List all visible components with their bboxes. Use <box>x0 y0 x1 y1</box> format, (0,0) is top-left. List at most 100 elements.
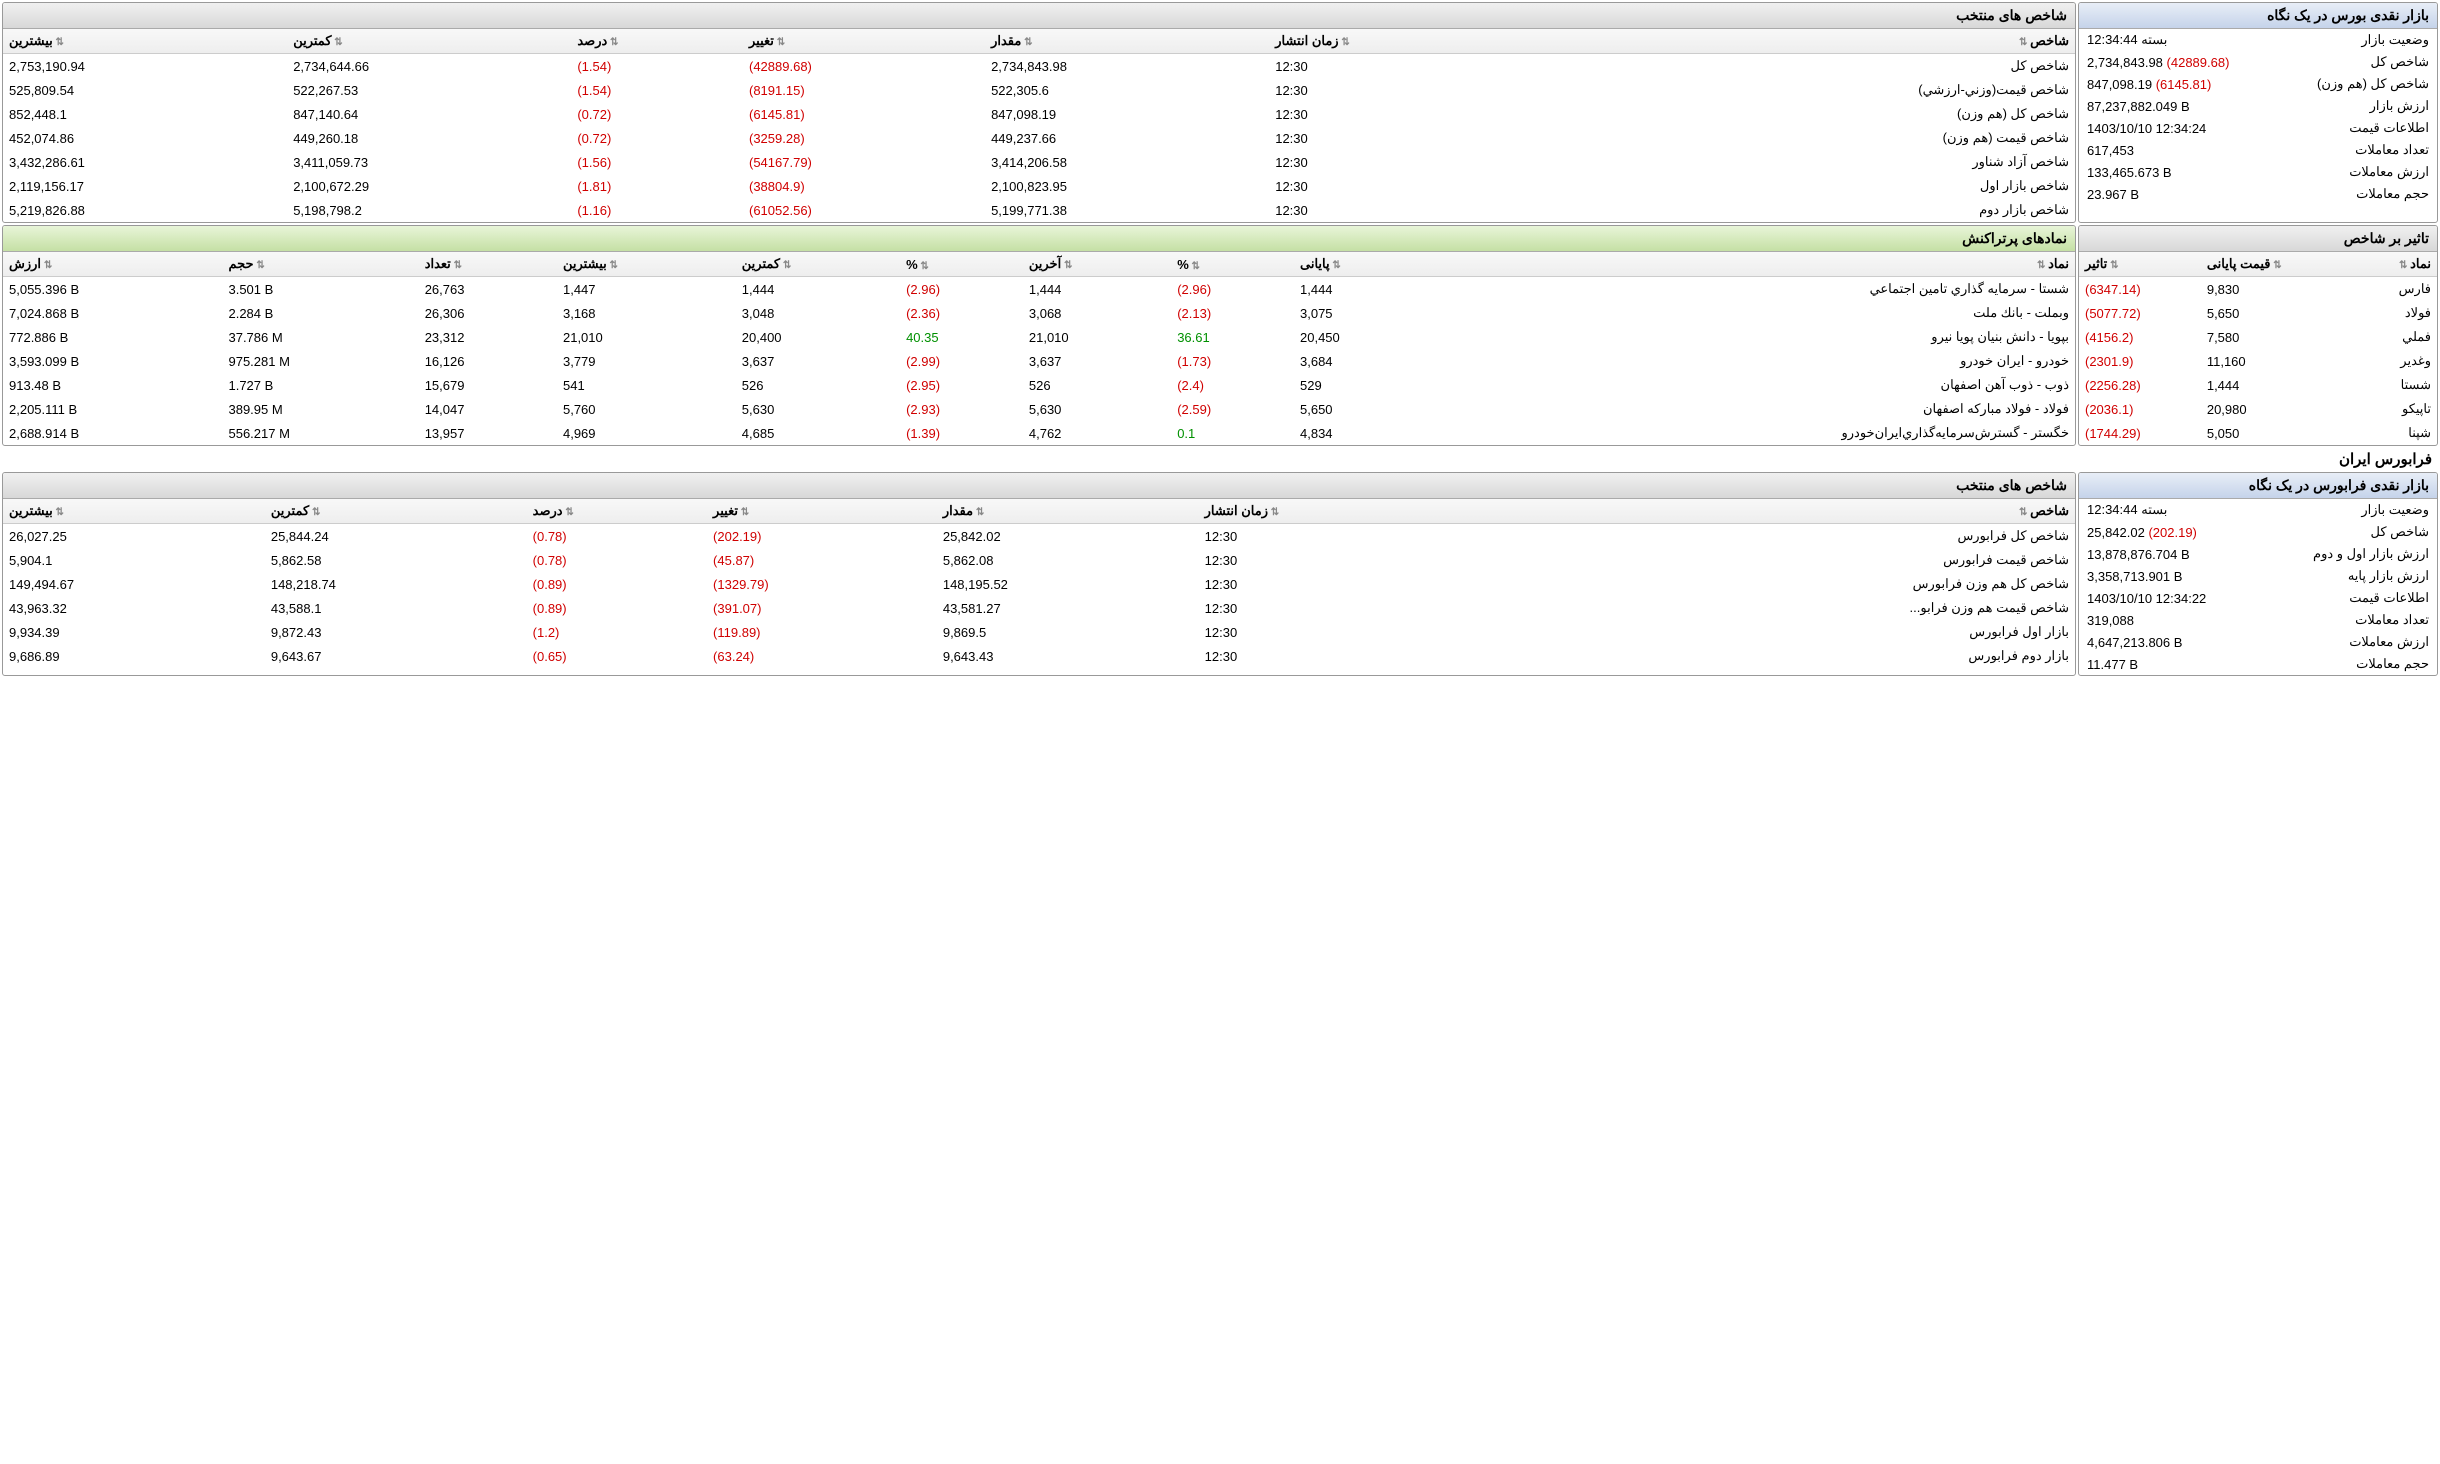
table-row[interactable]: بازار دوم فرابورس12:309,643.43(63.24)(0.… <box>3 644 2075 668</box>
table-cell: 12:30 <box>1199 620 1493 644</box>
column-header[interactable]: کمترین <box>736 252 900 277</box>
column-header[interactable]: تاثیر <box>2079 252 2201 277</box>
column-header[interactable]: مقدار <box>937 499 1199 524</box>
table-row[interactable]: شاخص قيمت (هم وزن)12:30449,237.66(3259.2… <box>3 126 2075 150</box>
column-header[interactable]: نماد <box>1435 252 2075 277</box>
table-cell: (1.39) <box>900 421 1023 445</box>
table-row[interactable]: وبملت - بانك ملت3,075(2.13)3,068(2.36)3,… <box>3 301 2075 325</box>
column-header[interactable]: کمترین <box>265 499 527 524</box>
table-row[interactable]: فملي7,580(4156.2) <box>2079 325 2437 349</box>
column-header[interactable]: بیشترین <box>557 252 736 277</box>
table-cell: 975.281 M <box>222 349 418 373</box>
kv-row: شاخص کل2,734,843.98 (42889.68) <box>2079 51 2437 73</box>
bourse-indices-header: شاخص های منتخب <box>3 3 2075 29</box>
column-header[interactable]: بیشترین <box>3 499 265 524</box>
table-row[interactable]: شاخص كل هم وزن فرابورس12:30148,195.52(13… <box>3 572 2075 596</box>
table-cell: 3,432,286.61 <box>3 150 287 174</box>
farabourse-indices-panel: شاخص های منتخب شاخصزمان انتشارمقدارتغییر… <box>2 472 2076 676</box>
column-header[interactable]: آخرین <box>1023 252 1171 277</box>
kv-row: تعداد معاملات617,453 <box>2079 139 2437 161</box>
table-cell: 3.501 B <box>222 277 418 302</box>
table-cell: 21,010 <box>557 325 736 349</box>
table-cell: 12:30 <box>1269 78 1549 102</box>
table-cell: 148,195.52 <box>937 572 1199 596</box>
table-cell: 1.727 B <box>222 373 418 397</box>
table-row[interactable]: شاخص قيمت(وزني-ارزشي)12:30522,305.6(8191… <box>3 78 2075 102</box>
table-row[interactable]: بازار اول فرابورس12:309,869.5(119.89)(1.… <box>3 620 2075 644</box>
column-header[interactable]: حجم <box>222 252 418 277</box>
kv-row: اطلاعات قیمت1403/10/10 12:34:24 <box>2079 117 2437 139</box>
kv-row: ارزش بازار پایه3,358,713.901 B <box>2079 565 2437 587</box>
table-cell: 12:30 <box>1269 102 1549 126</box>
table-cell: 556.217 M <box>222 421 418 445</box>
kv-row: شاخص کل25,842.02 (202.19) <box>2079 521 2437 543</box>
column-header[interactable]: نماد <box>2357 252 2437 277</box>
table-cell: 2,734,644.66 <box>287 54 571 79</box>
column-header[interactable]: ارزش <box>3 252 222 277</box>
table-cell: 2,734,843.98 <box>985 54 1269 79</box>
column-header[interactable]: زمان انتشار <box>1199 499 1493 524</box>
table-row[interactable]: بپويا - دانش بنيان پويا نيرو20,45036.612… <box>3 325 2075 349</box>
table-cell: (2.93) <box>900 397 1023 421</box>
table-row[interactable]: تاپيكو20,980(2036.1) <box>2079 397 2437 421</box>
table-row[interactable]: شستا1,444(2256.28) <box>2079 373 2437 397</box>
column-header[interactable]: زمان انتشار <box>1269 29 1549 54</box>
table-cell: (2.36) <box>900 301 1023 325</box>
kv-value: 847,098.19 (6145.81) <box>2079 73 2277 95</box>
table-cell: 3,068 <box>1023 301 1171 325</box>
table-row[interactable]: شستا - سرمايه گذاري تامين اجتماعي1,444(2… <box>3 277 2075 302</box>
column-header[interactable]: شاخص <box>1493 499 2075 524</box>
table-row[interactable]: شاخص قيمت هم وزن فرابو...12:3043,581.27(… <box>3 596 2075 620</box>
column-header[interactable]: درصد <box>527 499 707 524</box>
table-cell: 1,447 <box>557 277 736 302</box>
table-row[interactable]: شاخص كل (هم وزن)12:30847,098.19(6145.81)… <box>3 102 2075 126</box>
kv-row: ارزش بازار اول و دوم13,878,876.704 B <box>2079 543 2437 565</box>
table-row[interactable]: شاخص بازار اول12:302,100,823.95(38804.9)… <box>3 174 2075 198</box>
table-row[interactable]: شاخص كل فرابورس12:3025,842.02(202.19)(0.… <box>3 524 2075 549</box>
table-row[interactable]: ذوب - ذوب آهن اصفهان529(2.4)526(2.95)526… <box>3 373 2075 397</box>
table-row[interactable]: شاخص قيمت فرابورس12:305,862.08(45.87)(0.… <box>3 548 2075 572</box>
table-row[interactable]: شاخص كل12:302,734,843.98(42889.68)(1.54)… <box>3 54 2075 79</box>
table-cell: 5,199,771.38 <box>985 198 1269 222</box>
column-header[interactable]: کمترین <box>287 29 571 54</box>
table-cell: 12:30 <box>1199 644 1493 668</box>
table-cell: 149,494.67 <box>3 572 265 596</box>
table-cell: شاخص بازار دوم <box>1549 198 2075 222</box>
table-cell: شاخص كل (هم وزن) <box>1549 102 2075 126</box>
table-row[interactable]: شاخص آزاد شناور12:303,414,206.58(54167.7… <box>3 150 2075 174</box>
table-row[interactable]: خودرو - ايران‌ خودرو3,684(1.73)3,637(2.9… <box>3 349 2075 373</box>
table-cell: 9,934.39 <box>3 620 265 644</box>
column-header[interactable]: پایانی <box>1294 252 1435 277</box>
table-cell: 5,650 <box>1294 397 1435 421</box>
column-header[interactable]: شاخص <box>1549 29 2075 54</box>
table-row[interactable]: خگستر - گسترش‌سرمايه‌گذاري‌ايران‌خودرو4,… <box>3 421 2075 445</box>
table-cell: 13,957 <box>419 421 557 445</box>
kv-value: 23.967 B <box>2079 183 2277 205</box>
column-header[interactable]: % <box>900 252 1023 277</box>
column-header[interactable]: مقدار <box>985 29 1269 54</box>
column-header[interactable]: تغییر <box>743 29 985 54</box>
column-header[interactable]: درصد <box>571 29 743 54</box>
table-cell: 0.1 <box>1171 421 1294 445</box>
kv-label: اطلاعات قیمت <box>2260 587 2437 609</box>
column-header[interactable]: تغییر <box>707 499 937 524</box>
table-cell: 1,444 <box>736 277 900 302</box>
table-row[interactable]: فارس9,830(6347.14) <box>2079 277 2437 302</box>
table-cell: (42889.68) <box>743 54 985 79</box>
column-header[interactable]: تعداد <box>419 252 557 277</box>
table-cell: 148,218.74 <box>265 572 527 596</box>
table-row[interactable]: فولاد - فولاد مباركه اصفهان5,650(2.59)5,… <box>3 397 2075 421</box>
table-row[interactable]: شپنا5,050(1744.29) <box>2079 421 2437 445</box>
table-cell: بازار اول فرابورس <box>1493 620 2075 644</box>
table-row[interactable]: وغدير11,160(2301.9) <box>2079 349 2437 373</box>
column-header[interactable]: % <box>1171 252 1294 277</box>
column-header[interactable]: قیمت پایانی <box>2201 252 2357 277</box>
table-cell: شاخص كل هم وزن فرابورس <box>1493 572 2075 596</box>
kv-value: 13,878,876.704 B <box>2079 543 2260 565</box>
table-row[interactable]: فولاد5,650(5077.72) <box>2079 301 2437 325</box>
column-header[interactable]: بیشترین <box>3 29 287 54</box>
table-row[interactable]: شاخص بازار دوم12:305,199,771.38(61052.56… <box>3 198 2075 222</box>
table-cell: شاخص آزاد شناور <box>1549 150 2075 174</box>
kv-label: تعداد معاملات <box>2277 139 2437 161</box>
farabourse-glance-table: وضعیت بازاربسته 12:34:44شاخص کل25,842.02… <box>2079 499 2437 675</box>
